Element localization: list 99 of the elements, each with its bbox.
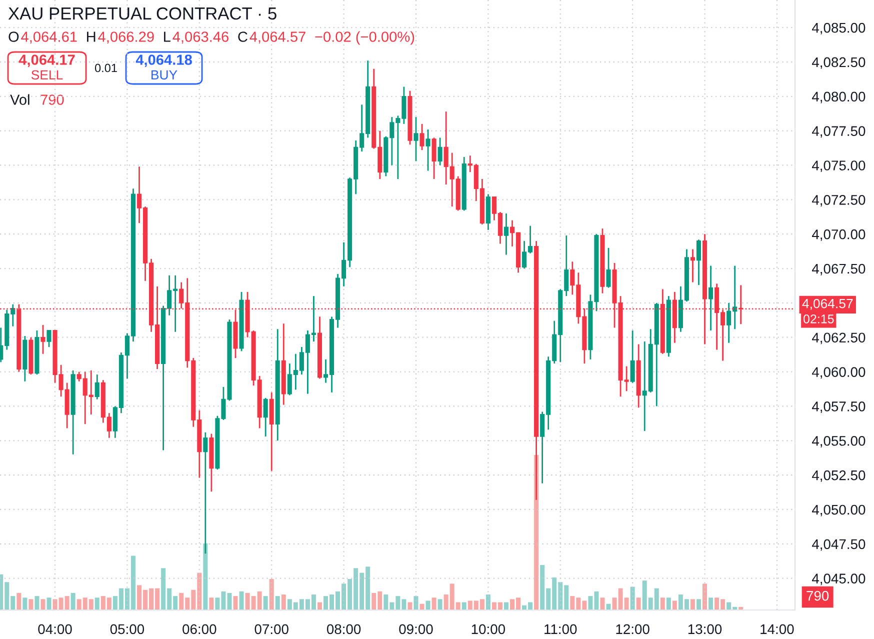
bar <box>22 598 28 610</box>
bar <box>28 599 34 610</box>
candlestick <box>708 265 714 332</box>
x-tick-label: 10:00 <box>472 624 506 634</box>
candlestick <box>696 238 702 286</box>
bar <box>16 592 22 610</box>
bar <box>263 596 268 610</box>
candlestick <box>690 248 696 283</box>
bar <box>317 602 322 610</box>
annotation: 4,064.17 <box>18 54 75 68</box>
annotation: −0.02 (−0.00%) <box>315 31 414 45</box>
candlestick <box>263 397 268 438</box>
bar <box>239 591 244 610</box>
bar <box>630 586 635 610</box>
chart-title: XAU PERPETUAL CONTRACT · 5 <box>8 7 276 20</box>
bar <box>486 594 490 610</box>
bar <box>690 599 695 610</box>
x-tick-label: 14:00 <box>760 624 794 634</box>
candlestick <box>606 247 611 288</box>
y-tick-label: 4,055.00 <box>812 436 866 448</box>
y-tick-label: 4,062.50 <box>812 332 866 344</box>
bar <box>432 598 436 610</box>
y-tick-label: 4,080.00 <box>812 92 866 104</box>
x-tick-label: 09:00 <box>399 624 433 634</box>
candlestick <box>630 330 635 384</box>
annotation: L <box>164 32 170 42</box>
x-tick-label: 05:00 <box>110 624 144 634</box>
bar <box>636 598 641 610</box>
bar <box>408 602 412 610</box>
candlestick <box>432 137 436 180</box>
bar <box>672 600 677 610</box>
bar <box>696 599 701 610</box>
candlestick <box>420 123 424 151</box>
annotation: 4,064.57 <box>250 32 306 44</box>
bar <box>209 598 214 610</box>
candlestick <box>426 128 430 172</box>
bar <box>70 592 76 610</box>
x-tick-label: 06:00 <box>182 624 216 634</box>
y-tick-label: 4,082.50 <box>812 57 866 69</box>
candlestick <box>40 324 46 355</box>
annotation: 4,066.29 <box>98 32 154 44</box>
bar <box>46 598 52 610</box>
annotation: C <box>238 32 248 42</box>
y-tick-label: 4,057.50 <box>812 402 866 414</box>
bar <box>233 596 238 610</box>
candlestick <box>504 212 509 256</box>
y-tick-label: 4,070.00 <box>812 229 866 241</box>
bar <box>462 602 466 610</box>
annotation: 4,063.46 <box>172 32 228 44</box>
x-tick-label: 07:00 <box>254 624 288 634</box>
ref-line-label: 4,064.57 <box>802 298 853 310</box>
annotation: BUY <box>152 70 178 80</box>
bar <box>275 596 280 610</box>
text: 02:15 <box>803 314 834 324</box>
y-tick-label: 4,072.50 <box>812 194 866 206</box>
x-tick-label: 11:00 <box>544 624 577 634</box>
x-tick-label: 08:00 <box>326 624 361 634</box>
bar <box>660 598 665 610</box>
annotation: 0.01 <box>94 64 117 72</box>
annotation: 4,064.18 <box>136 54 192 68</box>
x-tick-label: 04:00 <box>38 624 72 634</box>
y-tick-label: 4,050.00 <box>812 504 866 516</box>
bar <box>600 598 605 610</box>
bar <box>269 579 274 610</box>
y-tick-label: 4,067.50 <box>812 264 866 276</box>
bar <box>281 594 286 610</box>
bar <box>708 598 714 610</box>
annotation: 790 <box>40 94 64 105</box>
annotation: O <box>8 32 19 42</box>
bar <box>438 599 442 610</box>
bar <box>504 602 508 610</box>
bar <box>606 604 611 610</box>
candlestick <box>46 330 52 348</box>
bar <box>702 584 708 610</box>
candlestick <box>94 374 100 400</box>
bar <box>40 599 46 610</box>
annotation: SELL <box>31 70 63 80</box>
y-tick-label: 4,045.00 <box>812 574 866 586</box>
y-tick-label: 4,047.50 <box>812 539 866 551</box>
y-tick-label: 4,075.00 <box>812 160 866 172</box>
candlestick <box>438 137 442 166</box>
bar <box>426 600 430 610</box>
bar <box>414 596 418 610</box>
text: 790 <box>806 590 829 601</box>
bar <box>666 598 671 610</box>
annotation: H <box>87 32 96 42</box>
y-tick-label: 4,052.50 <box>812 470 866 482</box>
x-tick-label: 13:00 <box>688 624 722 634</box>
annotation: 4,064.61 <box>21 32 77 44</box>
x-tick-label: 12:00 <box>616 624 650 634</box>
bar <box>34 596 40 610</box>
y-tick-label: 4,085.00 <box>812 22 866 34</box>
candlestick <box>414 116 418 162</box>
annotation: Vol <box>10 94 30 105</box>
bar <box>420 604 424 610</box>
bar <box>203 543 208 610</box>
y-tick-label: 4,060.00 <box>812 367 866 379</box>
y-tick-label: 4,077.50 <box>812 126 866 138</box>
bar <box>94 598 100 610</box>
